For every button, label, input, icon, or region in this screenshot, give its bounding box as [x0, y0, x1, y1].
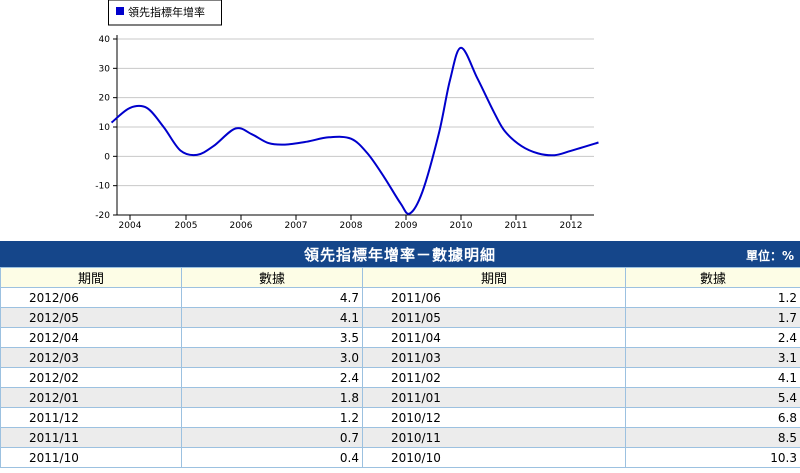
- period-cell: 2012/05: [0, 307, 182, 328]
- y-tick-label: 0: [104, 152, 110, 162]
- y-tick-label: 30: [99, 64, 111, 74]
- x-tick-label: 2004: [119, 221, 142, 231]
- x-tick-label: 2011: [505, 221, 528, 231]
- header-value: 數據: [625, 267, 800, 288]
- period-cell: 2011/10: [0, 447, 182, 468]
- value-cell: 3.0: [181, 347, 363, 368]
- period-cell: 2012/06: [0, 287, 182, 308]
- period-cell: 2011/03: [362, 347, 626, 368]
- value-cell: 1.2: [181, 407, 363, 428]
- series-line: [110, 46, 599, 215]
- table-row: 2012/02 2.4 2011/02 4.1: [0, 367, 800, 388]
- value-cell: 5.4: [625, 387, 800, 408]
- y-tick-label: 20: [99, 94, 111, 104]
- value-cell: 1.7: [625, 307, 800, 328]
- period-cell: 2011/06: [362, 287, 626, 308]
- table-title-bar: 領先指標年增率－數據明細 單位：%: [0, 241, 800, 267]
- x-tick-label: 2009: [395, 221, 418, 231]
- legend-swatch: [116, 7, 124, 15]
- table-row: 2011/11 0.7 2010/11 8.5: [0, 427, 800, 448]
- table-row: 2012/04 3.5 2011/04 2.4: [0, 327, 800, 348]
- period-cell: 2012/04: [0, 327, 182, 348]
- period-cell: 2011/11: [0, 427, 182, 448]
- table-row: 2012/01 1.8 2011/01 5.4: [0, 387, 800, 408]
- period-cell: 2010/12: [362, 407, 626, 428]
- value-cell: 4.1: [625, 367, 800, 388]
- value-cell: 4.1: [181, 307, 363, 328]
- table-body: 2012/06 4.7 2011/06 1.2 2012/05 4.1 2011/05 1.7…: [0, 287, 800, 468]
- value-cell: 0.7: [181, 427, 363, 448]
- x-tick-label: 2005: [175, 221, 198, 231]
- y-tick-label: 10: [99, 123, 111, 133]
- x-tick-label: 2007: [285, 221, 308, 231]
- value-cell: 1.2: [625, 287, 800, 308]
- period-cell: 2011/04: [362, 327, 626, 348]
- table-row: 2011/10 0.4 2010/10 10.3: [0, 447, 800, 468]
- value-cell: 8.5: [625, 427, 800, 448]
- value-cell: 2.4: [181, 367, 363, 388]
- table-row: 2012/06 4.7 2011/06 1.2: [0, 287, 800, 308]
- table-row: 2011/12 1.2 2010/12 6.8: [0, 407, 800, 428]
- table-title: 領先指標年增率－數據明細: [303, 246, 496, 264]
- value-cell: 4.7: [181, 287, 363, 308]
- period-cell: 2012/01: [0, 387, 182, 408]
- unit-label: 單位：%: [745, 249, 794, 263]
- legend-box: [108, 0, 222, 26]
- period-cell: 2010/10: [362, 447, 626, 468]
- y-tick-label: -10: [95, 182, 110, 192]
- period-cell: 2011/01: [362, 387, 626, 408]
- table-row: 2012/05 4.1 2011/05 1.7: [0, 307, 800, 328]
- table-row: 2012/03 3.0 2011/03 3.1: [0, 347, 800, 368]
- value-cell: 2.4: [625, 327, 800, 348]
- chart-area: 40 30 20 10 0 -10 -20 2004 2005 2006 2007 2008 2009 2…: [95, 0, 599, 231]
- period-cell: 2010/11: [362, 427, 626, 448]
- x-tick-label: 2008: [340, 221, 363, 231]
- period-cell: 2011/12: [0, 407, 182, 428]
- header-period: 期間: [0, 267, 182, 288]
- table-header-row: 期間 數據 期間 數據: [0, 267, 800, 288]
- y-tick-label: 40: [99, 35, 111, 45]
- header-period: 期間: [362, 267, 626, 288]
- header-value: 數據: [181, 267, 363, 288]
- legend-label: 領先指標年增率: [128, 5, 205, 19]
- y-tick-label: -20: [95, 211, 110, 221]
- value-cell: 0.4: [181, 447, 363, 468]
- value-cell: 10.3: [625, 447, 800, 468]
- x-tick-label: 2010: [450, 221, 473, 231]
- period-cell: 2012/02: [0, 367, 182, 388]
- x-tick-label: 2012: [560, 221, 583, 231]
- value-cell: 3.5: [181, 327, 363, 348]
- data-table: 期間 數據 期間 數據 2012/06 4.7 2011/06 1.2 2012/05 4…: [0, 267, 800, 468]
- period-cell: 2012/03: [0, 347, 182, 368]
- period-cell: 2011/02: [362, 367, 626, 388]
- value-cell: 1.8: [181, 387, 363, 408]
- x-tick-label: 2006: [230, 221, 253, 231]
- value-cell: 6.8: [625, 407, 800, 428]
- period-cell: 2011/05: [362, 307, 626, 328]
- value-cell: 3.1: [625, 347, 800, 368]
